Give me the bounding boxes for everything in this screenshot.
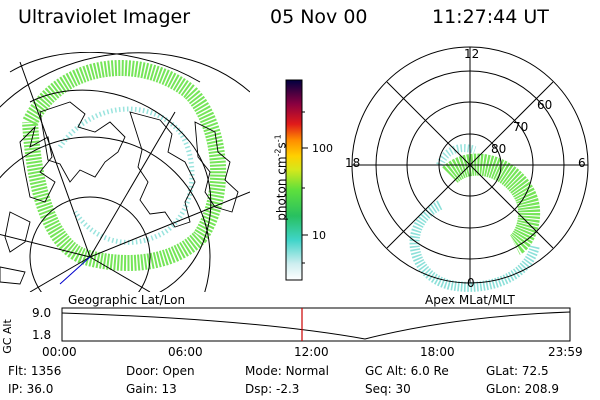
status-glat: GLat: 72.5 <box>486 364 549 378</box>
altitude-curve <box>61 311 571 340</box>
colorbar-unit-label: photon cm-2s-1 <box>273 134 289 221</box>
status-ip: IP: 36.0 <box>8 382 54 396</box>
mlt-label-12: 12 <box>464 47 480 61</box>
color-bar <box>285 79 308 281</box>
status-glon: GLon: 208.9 <box>486 382 559 396</box>
mlat-label-60: 60 <box>537 98 553 112</box>
date-display: 05 Nov 00 <box>270 6 368 28</box>
time-tick-2359: 23:59 <box>548 345 583 359</box>
altitude-ytick-1-8: 1.8 <box>32 328 52 342</box>
app-title: Ultraviolet Imager <box>18 6 191 28</box>
time-display: 11:27:44 UT <box>432 6 549 28</box>
mlt-label-0: 0 <box>467 276 475 290</box>
mlat-label-80: 80 <box>491 142 507 156</box>
apex-panel-label: Apex MLat/MLT <box>425 293 515 307</box>
aurora-oval <box>442 153 541 255</box>
mlt-label-18: 18 <box>345 156 361 170</box>
status-dsp: Dsp: -2.3 <box>245 382 300 396</box>
altitude-ylabel: GC Alt <box>0 319 14 354</box>
altitude-ytick-9: 9.0 <box>32 306 52 320</box>
status-door: Door: Open <box>126 364 195 378</box>
polar-plot <box>351 46 589 292</box>
colorbar-tick-10: 10 <box>312 229 326 242</box>
time-tick-1800: 18:00 <box>420 345 455 359</box>
status-seq: Seq: 30 <box>365 382 411 396</box>
status-gain: Gain: 13 <box>126 382 177 396</box>
mlat-label-70: 70 <box>513 120 529 134</box>
status-gc-alt: GC Alt: 6.0 Re <box>365 364 449 378</box>
aurora-band <box>22 60 227 271</box>
time-tick-0000: 00:00 <box>42 345 77 359</box>
colorbar-tick-100: 100 <box>312 142 333 155</box>
altitude-plot <box>61 307 571 342</box>
status-flight: Flt: 1356 <box>8 364 62 378</box>
status-mode: Mode: Normal <box>245 364 329 378</box>
mlt-label-6: 6 <box>578 156 586 170</box>
geographic-map <box>0 52 250 292</box>
time-tick-1200: 12:00 <box>294 345 329 359</box>
geographic-panel-label: Geographic Lat/Lon <box>68 293 186 307</box>
time-tick-0600: 06:00 <box>168 345 203 359</box>
